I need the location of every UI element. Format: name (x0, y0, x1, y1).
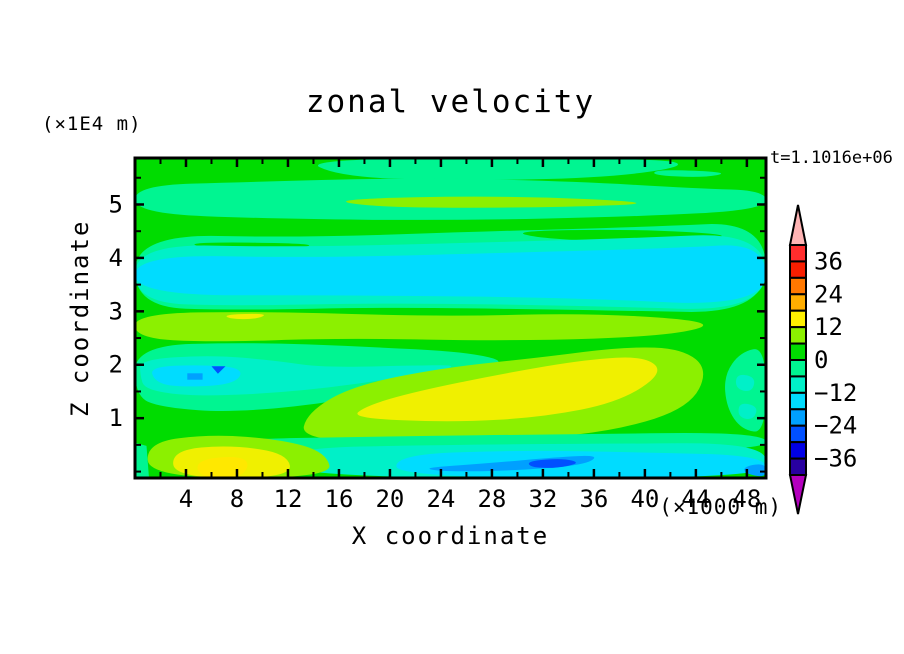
region-corner-mint (135, 442, 149, 478)
contour-regions (135, 158, 766, 478)
time-annotation: t=1.1016e+06 (770, 148, 893, 168)
x-tick-label: 28 (477, 485, 506, 513)
x-tick-label: 4 (179, 485, 193, 513)
colorbar-band--30..-24 (789, 424, 807, 444)
x-tick-label: 32 (528, 485, 557, 513)
x-tick-label: 16 (325, 485, 354, 513)
x-tick-label: 20 (375, 485, 404, 513)
region-right-turquoise-patch-a (735, 374, 755, 392)
region-corner-sky-patch (744, 464, 766, 477)
region-right-turquoise-patch-b (738, 403, 757, 420)
colorbar-band--6..0 (789, 359, 807, 378)
region-upper-chartreuse-lens (346, 196, 637, 208)
x-tick-label: 48 (732, 485, 761, 513)
colorbar-band-36..42 (789, 244, 807, 263)
colorbar-band-12..18 (789, 309, 807, 329)
colorbar-band-18..24 (789, 293, 807, 312)
page-title: zonal velocity (305, 84, 596, 120)
z-tick-label: 3 (109, 297, 123, 325)
colorbar-over-arrow (788, 204, 808, 246)
region-cyan-band (135, 245, 766, 303)
region-left-dodger-speck (211, 366, 226, 374)
region-top-right-mint-sliver (654, 170, 722, 177)
x-tick-label: 8 (230, 485, 244, 513)
region-yellow-speck-in-band (226, 313, 264, 320)
region-top-mint-cap (317, 158, 679, 181)
axis-ticks (135, 158, 766, 478)
colorbar-label: 12 (814, 313, 843, 341)
colorbar-band-0..6 (789, 342, 807, 362)
colorbar-label: 0 (814, 346, 828, 374)
x-tick-label: 24 (426, 485, 455, 513)
z-axis-unit-label: (×1E4 m) (42, 113, 142, 135)
x-tick-label: 12 (274, 485, 303, 513)
colorbar-label: −36 (814, 445, 857, 473)
region-left-sky-speck (187, 373, 203, 380)
x-tick-label: 40 (630, 485, 659, 513)
region-bottom-left-bright-core (197, 457, 248, 478)
region-bottom-dodger-core (528, 459, 576, 468)
colorbar-label: −12 (814, 379, 857, 407)
x-axis-unit-label: (×1000 m) (659, 495, 782, 519)
z-tick-label: 5 (109, 190, 123, 218)
z-tick-label: 4 (109, 244, 123, 272)
colorbar-band--12..-6 (789, 375, 807, 394)
z-tick-label: 2 (109, 351, 123, 379)
x-axis-title: X coordinate (351, 522, 550, 550)
x-tick-label: 36 (579, 485, 608, 513)
region-warm-yellow-core (357, 357, 658, 422)
colorbar-band--36..-30 (789, 441, 807, 460)
colorbar-label: −24 (814, 412, 857, 440)
colorbar-under-arrow (788, 474, 808, 515)
colorbar-band-24..30 (789, 276, 807, 296)
colorbar-band--42..-36 (789, 457, 807, 477)
z-tick-label: 1 (109, 404, 123, 432)
colorbar-band--24..-18 (789, 408, 807, 427)
region-bottom-cyan-band (396, 450, 766, 478)
colorbar-label: 36 (814, 247, 843, 275)
colorbar-band--18..-12 (789, 391, 807, 411)
colorbar-band-30..36 (789, 260, 807, 279)
colorbar-label: 24 (814, 280, 843, 308)
plot-border (133, 156, 768, 480)
region-chartreuse-band (135, 312, 704, 342)
colorbar-band-6..12 (789, 326, 807, 345)
colorbar: 36 24 12 0 −12 −24 −36 (788, 204, 857, 515)
x-tick-label: 44 (681, 485, 710, 513)
